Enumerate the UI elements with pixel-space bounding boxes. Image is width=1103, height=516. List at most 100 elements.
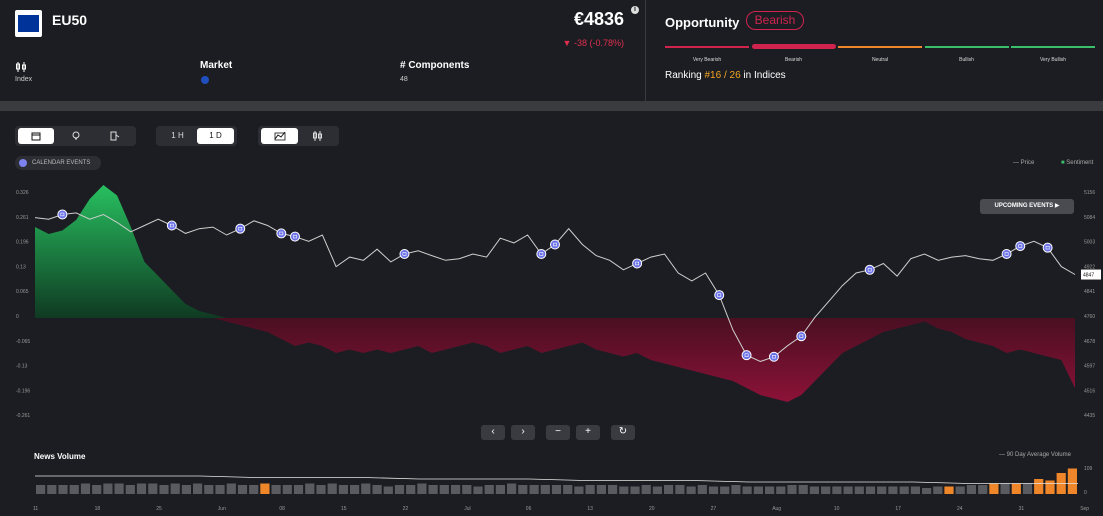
news-volume-bar xyxy=(215,485,225,494)
price-change: ▼ -38 (-0.78%) xyxy=(562,38,624,48)
news-volume-bar xyxy=(271,485,281,494)
news-volume-bar xyxy=(80,483,91,494)
news-volume-bar xyxy=(181,485,191,494)
news-volume-bar xyxy=(36,485,46,494)
news-volume-bar xyxy=(439,485,449,494)
calendar-events-toggle[interactable]: CALENDAR EVENTS xyxy=(15,156,101,170)
calendar-view-button[interactable] xyxy=(18,128,54,144)
x-tick-label: 10 xyxy=(834,506,840,512)
timeframe-1h-button[interactable]: 1 H xyxy=(171,131,184,140)
lightbulb-icon xyxy=(72,131,80,140)
price-tick-label: 4597 xyxy=(1084,364,1095,370)
news-volume-bar xyxy=(742,486,752,494)
timeframe-1d-button[interactable]: 1 D xyxy=(197,128,234,144)
legend-price-label: Price xyxy=(1020,160,1035,166)
news-volume-bar xyxy=(92,485,102,494)
news-volume-bar xyxy=(697,485,707,494)
news-volume-bar xyxy=(1011,483,1021,494)
event-marker xyxy=(276,228,287,239)
x-tick-label: 06 xyxy=(526,506,532,512)
news-volume-bar xyxy=(854,486,864,494)
insights-view-button[interactable] xyxy=(58,128,94,144)
event-marker-icon xyxy=(279,231,284,236)
components-label: # Components xyxy=(400,60,470,71)
event-marker xyxy=(632,258,643,269)
x-tick-label: Jun xyxy=(218,506,226,512)
x-tick-label: Jul xyxy=(464,506,470,512)
event-marker-icon xyxy=(744,353,749,357)
timeframe-group: 1 H 1 D xyxy=(156,126,237,146)
price-tick-label: 4678 xyxy=(1084,339,1095,345)
event-marker xyxy=(166,220,177,231)
news-volume-bar xyxy=(1034,479,1044,494)
news-volume-bar xyxy=(338,485,348,494)
area-chart-button[interactable] xyxy=(261,128,298,144)
scroll-left-button[interactable]: ‹ xyxy=(481,425,505,440)
event-marker xyxy=(741,350,752,361)
news-volume-bar xyxy=(978,485,988,494)
sentiment-positive-area xyxy=(35,185,1075,318)
sentiment-level-label: Bullish xyxy=(959,57,974,63)
news-volume-bar xyxy=(809,486,819,494)
news-volume-bar xyxy=(103,483,113,494)
event-marker-icon xyxy=(772,355,776,359)
sentiment-level-bar xyxy=(1011,46,1095,48)
zoom-out-button[interactable]: − xyxy=(546,425,570,440)
sentiment-tick-label: 0.261 xyxy=(16,215,29,221)
header: EU50 €4836 i ▼ -38 (-0.78%) Index Market… xyxy=(0,0,1103,101)
event-marker-icon xyxy=(539,252,544,256)
news-volume-bar xyxy=(473,486,483,494)
candlestick-button[interactable] xyxy=(299,128,336,144)
legend-sentiment-label: Sentiment xyxy=(1066,160,1094,166)
ticker-symbol: EU50 xyxy=(52,12,88,28)
event-marker-icon xyxy=(402,252,407,256)
upcoming-events-button[interactable]: UPCOMING EVENTS ▶ xyxy=(980,199,1074,214)
x-tick-label: 20 xyxy=(649,506,655,512)
news-volume-bar xyxy=(675,485,685,494)
news-volume-bar xyxy=(170,483,180,494)
section-separator xyxy=(0,101,1103,111)
info-icon[interactable]: i xyxy=(631,6,639,14)
zoom-in-button[interactable]: + xyxy=(576,425,600,440)
news-volume-bar xyxy=(327,483,337,494)
news-volume-bar xyxy=(361,483,371,494)
news-volume-bar xyxy=(394,485,405,494)
news-volume-bar xyxy=(293,485,304,494)
news-volume-bar xyxy=(58,485,68,494)
sentiment-tick-label: 0.326 xyxy=(16,190,29,196)
scroll-right-button[interactable]: › xyxy=(511,425,535,440)
news-volume-bar xyxy=(686,486,696,494)
event-marker-icon xyxy=(867,268,872,272)
event-marker xyxy=(864,264,875,275)
news-tick-label: 109 xyxy=(1084,466,1093,472)
news-volume-bar xyxy=(731,485,741,494)
news-volume-bar xyxy=(551,485,562,494)
legend-price: — Price xyxy=(1013,160,1035,166)
ranking: Ranking #16 / 26 in Indices xyxy=(665,70,786,81)
market-label: Market xyxy=(200,60,233,71)
fuel-view-button[interactable] xyxy=(97,128,133,144)
news-volume-bar xyxy=(237,485,248,494)
news-volume-bar xyxy=(888,486,898,494)
sentiment-tick-label: -0.13 xyxy=(16,364,28,370)
event-marker-icon xyxy=(60,212,65,217)
sentiment-level-bar xyxy=(751,44,836,49)
news-volume-bar xyxy=(462,485,472,494)
reset-zoom-button[interactable]: ↻ xyxy=(611,425,635,440)
calendar-events-label: CALENDAR EVENTS xyxy=(32,160,91,166)
fuel-icon xyxy=(110,131,120,141)
header-divider xyxy=(645,0,646,101)
news-volume-bar xyxy=(507,483,517,494)
event-marker-icon xyxy=(1004,252,1009,256)
news-volume-bar xyxy=(316,485,326,494)
price-tick-label: 4922 xyxy=(1084,264,1095,270)
news-volume-bar xyxy=(563,485,573,494)
news-volume-bar xyxy=(383,486,393,494)
news-volume-title: News Volume xyxy=(34,452,86,461)
current-price-badge-label: 4847 xyxy=(1083,273,1094,279)
news-volume-bar xyxy=(641,485,651,494)
eu-flag-icon xyxy=(201,76,209,84)
news-volume-bar xyxy=(877,486,887,494)
event-marker-icon xyxy=(1018,244,1023,248)
